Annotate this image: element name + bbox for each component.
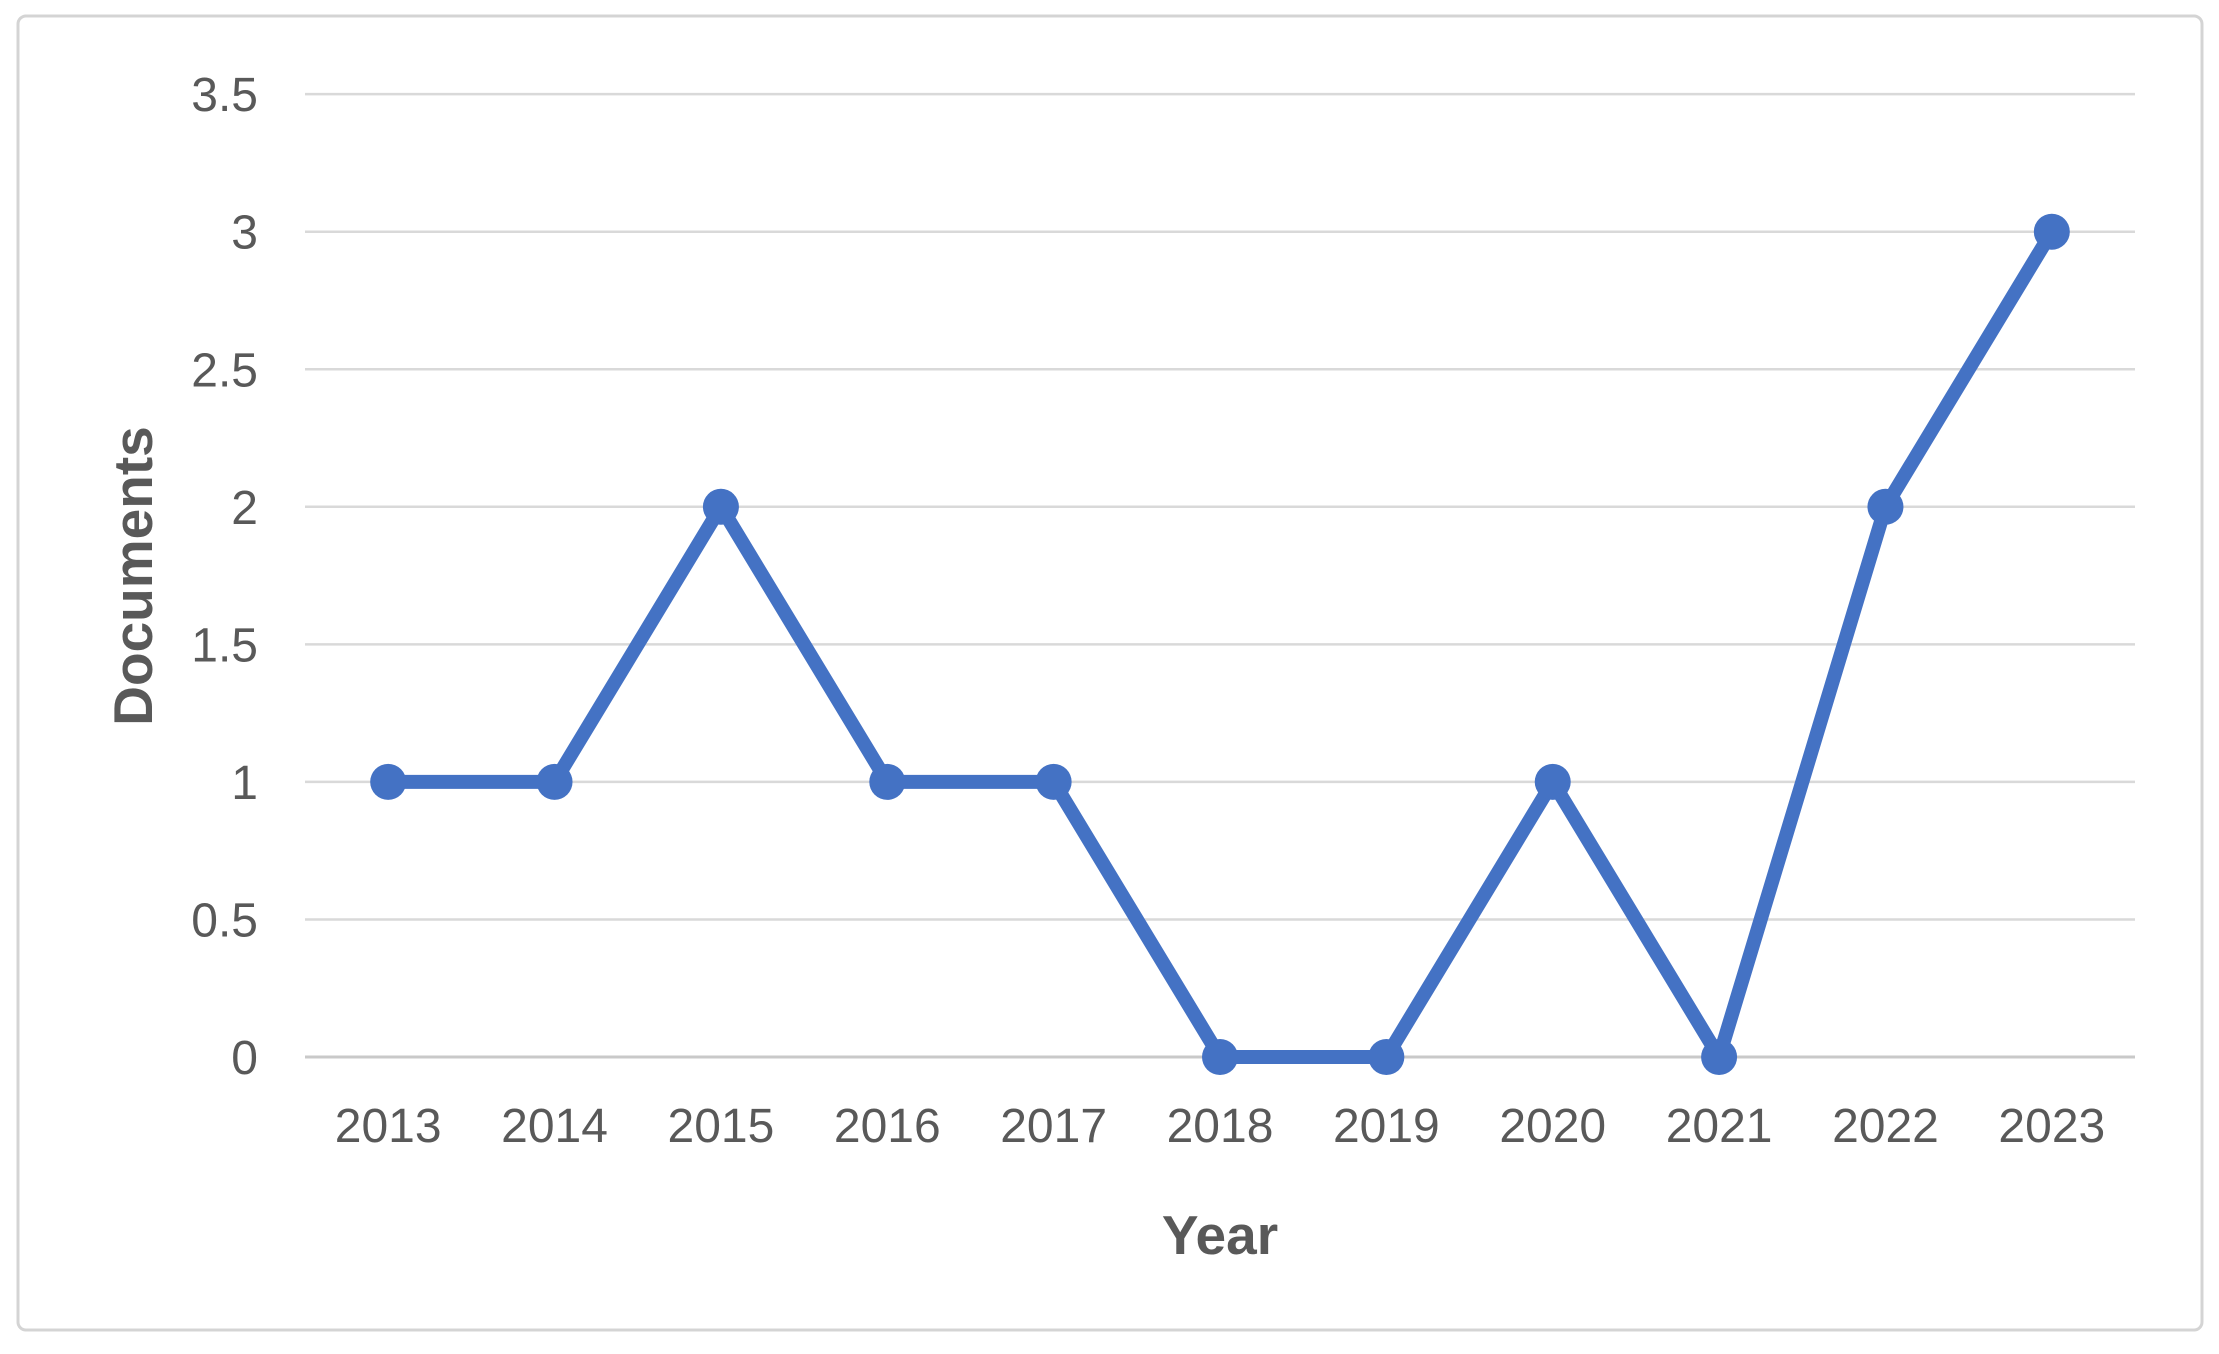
y-tick-label: 3 — [231, 207, 258, 260]
data-point-marker — [1701, 1039, 1738, 1075]
data-point-marker — [1368, 1039, 1405, 1075]
x-tick-label: 2016 — [834, 1100, 941, 1153]
x-tick-label: 2013 — [335, 1100, 442, 1153]
x-tick-label: 2022 — [1832, 1100, 1939, 1153]
x-tick-label: 2019 — [1333, 1100, 1440, 1153]
y-tick-label: 2 — [231, 482, 258, 535]
y-tick-label: 1 — [231, 757, 258, 810]
y-tick-label: 1.5 — [191, 619, 258, 672]
gridlines-group — [305, 92, 2135, 1059]
y-tick-label: 2.5 — [191, 344, 258, 397]
data-point-marker — [869, 763, 906, 800]
x-tick-label: 2017 — [1000, 1100, 1107, 1153]
x-tick-label: 2021 — [1666, 1100, 1773, 1153]
x-axis-title: Year — [1162, 1204, 1278, 1266]
data-point-marker — [2033, 213, 2070, 250]
x-tick-label: 2015 — [668, 1100, 775, 1153]
x-tick-label: 2023 — [1998, 1100, 2105, 1153]
data-point-marker — [1202, 1039, 1238, 1075]
x-tick-label: 2020 — [1499, 1100, 1606, 1153]
y-tick-label: 3.5 — [191, 69, 258, 122]
data-series-group — [370, 213, 2070, 1075]
figure-border — [16, 14, 2204, 1332]
data-point-marker — [536, 763, 573, 800]
y-tick-label: 0.5 — [191, 894, 258, 947]
x-axis-tick-labels: 2013 2014 2015 2016 2017 2018 2019 2020 2021 2022… — [335, 1100, 2105, 1153]
data-point-marker — [1035, 763, 1072, 800]
x-tick-label: 2018 — [1167, 1100, 1274, 1153]
y-axis-tick-labels: 0 0.5 1 1.5 2 2.5 3 3.5 — [191, 69, 258, 1085]
data-point-marker — [1867, 488, 1904, 525]
data-point-marker — [370, 763, 407, 800]
x-tick-label: 2014 — [501, 1100, 608, 1153]
data-point-marker — [702, 488, 739, 525]
y-axis-title: Documents — [102, 426, 164, 726]
data-point-marker — [1534, 763, 1571, 800]
y-tick-label: 0 — [231, 1032, 258, 1085]
